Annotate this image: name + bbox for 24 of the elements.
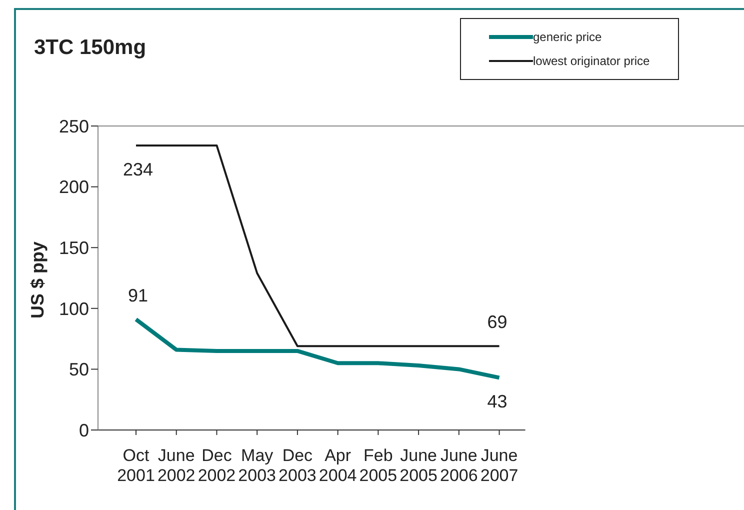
y-tick-label: 150 (58, 238, 89, 258)
x-tick-label: Dec 2003 (278, 446, 316, 485)
x-tick-label: June 2002 (157, 446, 196, 485)
x-tick-label: Oct 2001 (117, 446, 155, 485)
x-tick-label: Dec 2002 (198, 446, 236, 485)
y-tick-label: 100 (58, 298, 89, 319)
x-tick-label: June 2005 (400, 446, 438, 485)
data-label: 69 (487, 312, 508, 332)
y-tick-label: 250 (58, 116, 89, 136)
y-tick-label: 50 (68, 360, 89, 380)
x-tick-label: June 2006 (440, 446, 478, 485)
x-tick-label: May 2003 (238, 446, 276, 485)
legend-label: lowest originator price (533, 54, 650, 68)
chart-title: 3TC 150mg (34, 36, 146, 60)
data-label: 43 (487, 392, 508, 412)
data-label: 234 (122, 159, 154, 180)
x-tick-label: June 2007 (480, 446, 518, 485)
y-tick-label: 200 (58, 177, 89, 198)
x-tick-label: Feb 2005 (359, 446, 398, 485)
y-axis-title: US $ ppy (28, 241, 48, 319)
legend-label: generic price (533, 30, 602, 44)
data-label: 91 (128, 285, 148, 306)
x-tick-label: Apr 2004 (318, 446, 357, 485)
y-tick-label: 0 (78, 420, 89, 440)
